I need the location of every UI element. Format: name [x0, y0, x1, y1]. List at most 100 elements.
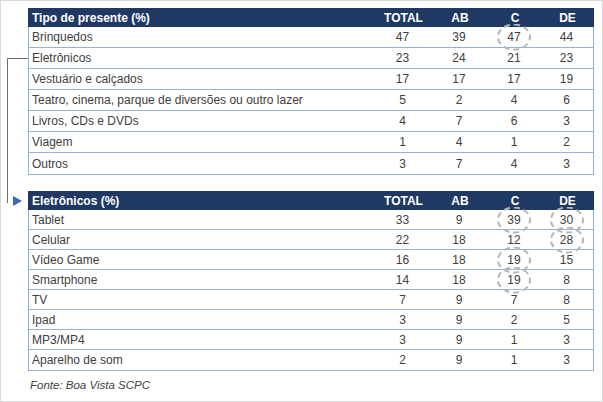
- table-row-livros-cds-e-dvds: Livros, CDs e DVDs4763: [29, 111, 593, 132]
- cell-value-total: 22: [375, 233, 430, 247]
- cell-value-total: 17: [375, 72, 430, 86]
- cell-value-ab: 9: [430, 353, 488, 367]
- cell-value-de: 28: [540, 233, 593, 247]
- highlight-circle-annotation: [497, 246, 531, 273]
- connector-line-vertical: [7, 58, 8, 203]
- cell-value-de: 3: [540, 157, 593, 171]
- table-row-viagem: Viagem1412: [29, 132, 593, 153]
- table-row-tv: TV7978: [29, 290, 593, 310]
- cell-value-de: 15: [540, 253, 593, 267]
- cell-value-ab: 24: [430, 51, 488, 65]
- highlight-circle-annotation: [550, 206, 584, 233]
- cell-value-de: 3: [540, 114, 593, 128]
- row-label: Aparelho de som: [29, 353, 375, 367]
- row-label: Vídeo Game: [29, 253, 375, 267]
- arrow-right-icon: [13, 196, 22, 206]
- table-body: Brinquedos47394744Eletrônicos23242123Ves…: [28, 27, 594, 175]
- column-header-ab: AB: [431, 194, 489, 208]
- cell-value-de: 8: [540, 293, 593, 307]
- column-header-de: DE: [541, 11, 594, 25]
- cell-value-c: 12: [488, 233, 540, 247]
- cell-value-c: 1: [488, 353, 540, 367]
- cell-value-de: 5: [540, 313, 593, 327]
- cell-value-ab: 9: [430, 293, 488, 307]
- highlight-circle-annotation: [497, 266, 531, 293]
- column-header-ab: AB: [431, 11, 489, 25]
- column-header-c: C: [489, 11, 541, 25]
- cell-value-total: 3: [375, 157, 430, 171]
- column-header-total: TOTAL: [376, 194, 431, 208]
- column-header-de: DE: [541, 194, 594, 208]
- cell-value-total: 3: [375, 313, 430, 327]
- table-row-ipad: Ipad3925: [29, 310, 593, 330]
- cell-value-de: 30: [540, 213, 593, 227]
- cell-value-c: 1: [488, 135, 540, 149]
- cell-value-total: 16: [375, 253, 430, 267]
- cell-value-de: 8: [540, 273, 593, 287]
- cell-value-total: 1: [375, 135, 430, 149]
- cell-value-total: 7: [375, 293, 430, 307]
- row-label: Outros: [29, 157, 375, 171]
- cell-value-ab: 17: [430, 72, 488, 86]
- cell-value-c: 47: [488, 30, 540, 44]
- cell-value-de: 44: [540, 30, 593, 44]
- cell-value-ab: 7: [430, 157, 488, 171]
- cell-value-ab: 9: [430, 213, 488, 227]
- row-label: Smartphone: [29, 273, 375, 287]
- row-label: Teatro, cinema, parque de diversões ou o…: [29, 93, 375, 107]
- table-body: Tablet3393930Celular22181228Vídeo Game16…: [28, 210, 594, 371]
- table-row-brinquedos: Brinquedos47394744: [29, 27, 593, 48]
- row-label: Tablet: [29, 213, 375, 227]
- cell-value-de: 23: [540, 51, 593, 65]
- connector-line-horizontal: [7, 58, 28, 59]
- column-header-c: C: [489, 194, 541, 208]
- cell-value-total: 33: [375, 213, 430, 227]
- table-row-celular: Celular22181228: [29, 230, 593, 250]
- row-label: Viagem: [29, 135, 375, 149]
- cell-value-ab: 39: [430, 30, 488, 44]
- cell-value-total: 23: [375, 51, 430, 65]
- row-label: Brinquedos: [29, 30, 375, 44]
- highlight-circle-annotation: [497, 24, 531, 51]
- row-label: Ipad: [29, 313, 375, 327]
- row-label: TV: [29, 293, 375, 307]
- cell-value-de: 3: [540, 353, 593, 367]
- cell-value-ab: 7: [430, 114, 488, 128]
- table-header-row: Tipo de presente (%)TOTALABCDE: [28, 8, 594, 27]
- report-canvas: Tipo de presente (%)TOTALABCDEBrinquedos…: [0, 0, 603, 402]
- table-eletronicos: Eletrônicos (%)TOTALABCDETablet3393930Ce…: [28, 191, 594, 371]
- table-row-mp3-mp4: MP3/MP43913: [29, 330, 593, 350]
- table-row-video-game: Vídeo Game16181915: [29, 250, 593, 270]
- table-title: Tipo de presente (%): [28, 11, 376, 25]
- cell-value-ab: 4: [430, 135, 488, 149]
- cell-value-c: 4: [488, 157, 540, 171]
- cell-value-total: 47: [375, 30, 430, 44]
- cell-value-ab: 2: [430, 93, 488, 107]
- cell-value-de: 2: [540, 135, 593, 149]
- cell-value-ab: 18: [430, 273, 488, 287]
- table-row-smartphone: Smartphone1418198: [29, 270, 593, 290]
- table-header-row: Eletrônicos (%)TOTALABCDE: [28, 191, 594, 210]
- highlight-circle-annotation: [550, 226, 584, 253]
- cell-value-c: 17: [488, 72, 540, 86]
- table-row-teatro-cinema-parque-de-diversoes-ou-outro-lazer: Teatro, cinema, parque de diversões ou o…: [29, 90, 593, 111]
- row-label: Celular: [29, 233, 375, 247]
- table-tipo-de-presente: Tipo de presente (%)TOTALABCDEBrinquedos…: [28, 8, 594, 175]
- table-row-vestuario-e-calcados: Vestuário e calçados17171719: [29, 69, 593, 90]
- cell-value-total: 3: [375, 333, 430, 347]
- cell-value-c: 4: [488, 93, 540, 107]
- cell-value-total: 4: [375, 114, 430, 128]
- cell-value-c: 21: [488, 51, 540, 65]
- row-label: MP3/MP4: [29, 333, 375, 347]
- cell-value-c: 39: [488, 213, 540, 227]
- row-label: Livros, CDs e DVDs: [29, 114, 375, 128]
- row-label: Eletrônicos: [29, 51, 375, 65]
- cell-value-ab: 18: [430, 233, 488, 247]
- cell-value-ab: 9: [430, 313, 488, 327]
- source-note: Fonte: Boa Vista SCPC: [30, 379, 150, 391]
- highlight-circle-annotation: [497, 206, 531, 233]
- table-row-tablet: Tablet3393930: [29, 210, 593, 230]
- cell-value-de: 19: [540, 72, 593, 86]
- cell-value-c: 7: [488, 293, 540, 307]
- table-title: Eletrônicos (%): [28, 194, 376, 208]
